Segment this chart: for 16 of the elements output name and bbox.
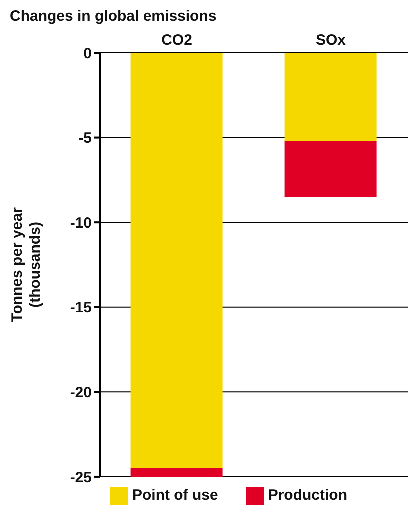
x-tick-label: SOx xyxy=(316,32,347,49)
y-tick-label: -10 xyxy=(70,214,92,232)
y-tick-label: -5 xyxy=(78,130,92,148)
y-tick-label: -15 xyxy=(70,300,92,317)
bar xyxy=(284,141,377,198)
legend-label: Point of use xyxy=(132,486,218,504)
bar xyxy=(130,468,223,477)
y-tick-label: 0 xyxy=(84,45,92,62)
bar xyxy=(130,53,223,468)
bar xyxy=(284,53,377,142)
x-tick-label: CO2 xyxy=(162,32,192,49)
y-axis-title: Tonnes per year (thousands) xyxy=(9,207,44,322)
y-tick-label: -20 xyxy=(70,384,92,402)
legend-label: Production xyxy=(268,486,348,504)
y-tick-label: -25 xyxy=(70,469,92,486)
chart-title: Changes in global emissions xyxy=(10,8,218,25)
